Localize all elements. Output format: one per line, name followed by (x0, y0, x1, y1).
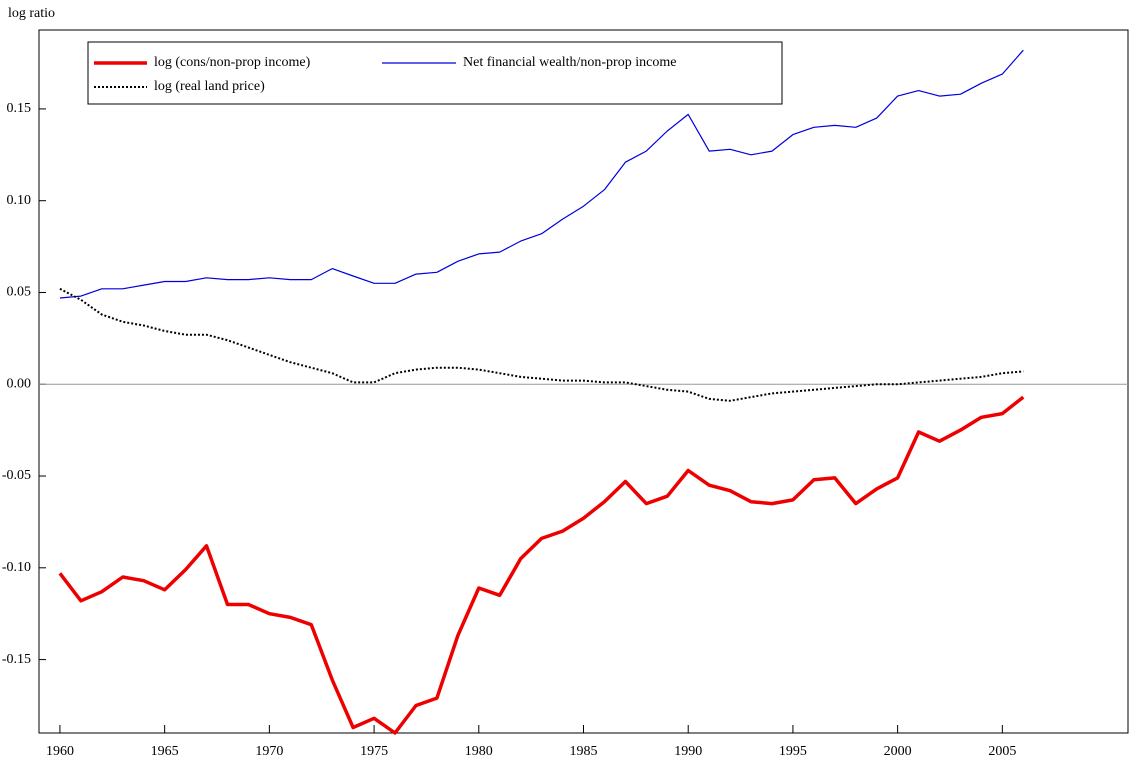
series-line (59, 49, 1024, 299)
x-tick-label: 1965 (151, 744, 179, 759)
x-tick-label: 2005 (988, 744, 1016, 759)
legend-label: log (real land price) (154, 79, 265, 94)
y-axis-label: log ratio (8, 6, 55, 21)
x-tick-label: 1970 (255, 744, 283, 759)
y-tick-label: 0.15 (7, 101, 32, 116)
y-tick-label: 0.05 (7, 285, 32, 300)
x-tick-label: 1975 (360, 744, 388, 759)
x-tick-label: 1985 (570, 744, 598, 759)
x-tick-label: 1995 (779, 744, 807, 759)
legend-box (87, 41, 783, 105)
series-line (58, 395, 1025, 735)
y-tick-label: 0.10 (7, 193, 32, 208)
y-tick-label: -0.10 (2, 560, 31, 575)
x-tick-label: 1980 (465, 744, 493, 759)
legend-label: log (cons/non-prop income) (154, 55, 311, 70)
y-tick-label: 0.00 (7, 376, 32, 391)
y-tick-label: -0.05 (2, 468, 31, 483)
x-tick-label: 2000 (884, 744, 912, 759)
x-tick-label: 1990 (674, 744, 702, 759)
x-tick-label: 1960 (46, 744, 74, 759)
y-tick-label: -0.15 (2, 652, 31, 667)
legend-label: Net financial wealth/non-prop income (463, 55, 676, 70)
